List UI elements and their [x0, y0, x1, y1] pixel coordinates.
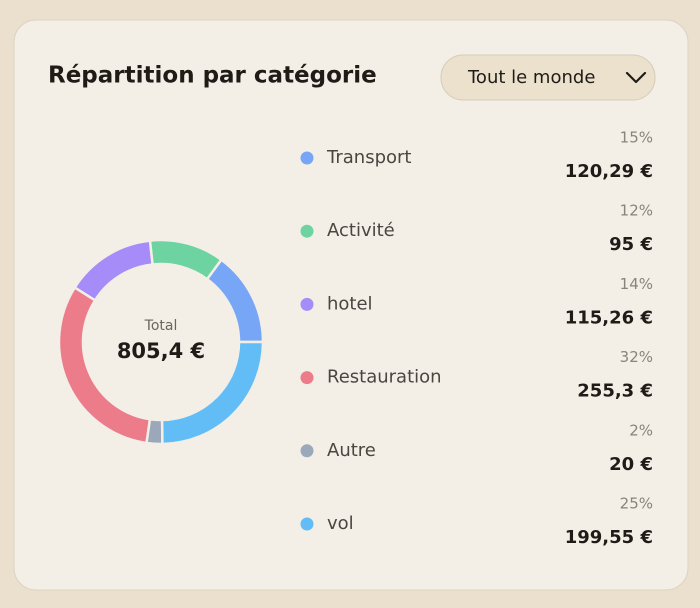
legend-label: Activité	[327, 220, 395, 241]
share-label: 32%	[620, 348, 653, 366]
donut-slice	[145, 417, 164, 446]
legend-dot	[300, 297, 314, 311]
dropdown-chevron[interactable]	[625, 71, 647, 84]
share-label: 15%	[620, 129, 653, 147]
filter-dropdown[interactable]: Tout le monde	[440, 54, 656, 101]
donut	[57, 238, 265, 446]
legend-label: Restauration	[327, 367, 442, 388]
legend-dot	[300, 151, 314, 165]
dropdown-label[interactable]: Tout le monde	[467, 67, 595, 88]
share-label: 12%	[620, 202, 653, 220]
legend-label: vol	[327, 513, 354, 534]
share-label: 14%	[620, 275, 653, 293]
center-value: 805,4 €	[117, 339, 205, 363]
legend-dot	[300, 371, 314, 385]
share-label: 2%	[629, 421, 653, 439]
legend: Transport 15% 120,29 € Activité 12% 95 € hotel…	[300, 129, 653, 548]
legend-dot	[300, 224, 314, 238]
value-label: 20 €	[609, 454, 653, 475]
legend-dot	[300, 444, 314, 458]
value-label: 115,26 €	[565, 307, 653, 328]
legend-label: Transport	[326, 147, 411, 168]
dropdown-box[interactable]	[440, 54, 656, 101]
value-label: 120,29 €	[565, 161, 653, 182]
value-label: 255,3 €	[577, 381, 653, 402]
value-label: 199,55 €	[565, 527, 653, 548]
card	[13, 19, 689, 591]
legend-dot	[300, 517, 314, 531]
donut-slice	[160, 340, 265, 446]
share-label: 25%	[620, 495, 653, 513]
value-label: 95 €	[609, 234, 653, 255]
card-title: Répartition par catégorie	[48, 63, 377, 89]
legend-label: hotel	[327, 293, 373, 314]
legend-label: Autre	[327, 440, 376, 461]
center-label: Total	[144, 318, 178, 334]
